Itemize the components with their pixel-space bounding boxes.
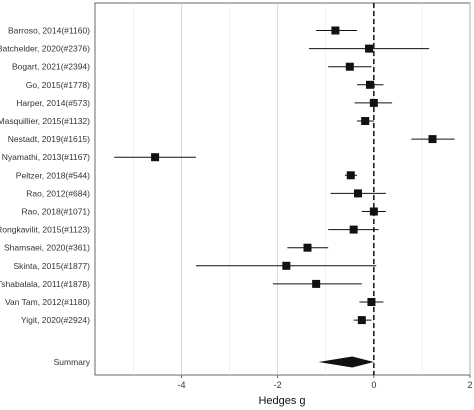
study-label-9: Rao, 2012(#684)	[26, 188, 90, 198]
study-label-0: Barroso, 2014(#1160)	[8, 26, 90, 36]
x-tick-label-0: -4	[178, 380, 186, 390]
estimate-point-7	[151, 153, 160, 162]
study-label-7: Nyamathi, 2013(#1167)	[2, 152, 90, 162]
summary-diamond	[318, 356, 374, 368]
estimate-point-8	[346, 171, 355, 180]
x-axis: -4 -2 0 2	[178, 375, 473, 390]
plot-panel	[94, 2, 471, 376]
estimate-point-5	[361, 117, 370, 125]
study-label-10: Rao, 2018(#1071)	[21, 207, 90, 217]
x-tick-label-2: 0	[371, 380, 376, 390]
x-axis-title: Hedges g	[258, 395, 305, 407]
study-label-2: Bogart, 2021(#2394)	[12, 62, 90, 72]
x-tick-label-3: 2	[467, 380, 472, 390]
estimate-point-9	[353, 189, 362, 198]
study-labels: Barroso, 2014(#1160) Batchelder, 2020(#23…	[0, 26, 91, 368]
estimate-point-3	[366, 80, 374, 89]
estimate-point-13	[282, 261, 291, 270]
estimate-point-6	[428, 135, 437, 144]
study-marks	[114, 26, 455, 368]
study-label-3: Go, 2015(#1778)	[26, 80, 90, 90]
estimate-point-1	[365, 44, 374, 53]
study-label-16: Yigit, 2020(#2924)	[21, 315, 90, 325]
estimate-point-15	[367, 298, 376, 306]
study-label-14: Tshabalala, 2011(#1878)	[0, 279, 90, 289]
estimate-point-12	[303, 243, 312, 252]
estimate-point-14	[312, 279, 321, 288]
summary-label: Summary	[54, 357, 91, 367]
estimate-point-11	[349, 225, 358, 234]
study-label-4: Harper, 2014(#573)	[16, 98, 90, 108]
estimate-point-2	[345, 62, 354, 71]
estimate-point-10	[369, 207, 378, 216]
study-label-13: Skinta, 2015(#1877)	[13, 261, 90, 271]
study-label-6: Nestadt, 2019(#1615)	[8, 134, 90, 144]
estimate-point-4	[369, 98, 378, 107]
estimate-point-0	[331, 26, 340, 35]
study-label-8: Peltzer, 2018(#544)	[16, 170, 90, 180]
study-label-11: Rongkavilit, 2015(#1123)	[0, 225, 90, 235]
study-label-1: Batchelder, 2020(#2376)	[0, 44, 90, 54]
study-label-15: Van Tam, 2012(#1180)	[5, 297, 90, 307]
x-tick-label-1: -2	[274, 380, 282, 390]
study-label-5: Masquillier, 2015(#1132)	[0, 116, 90, 126]
estimate-point-16	[357, 316, 366, 325]
study-label-12: Shamsaei, 2020(#361)	[4, 243, 90, 253]
